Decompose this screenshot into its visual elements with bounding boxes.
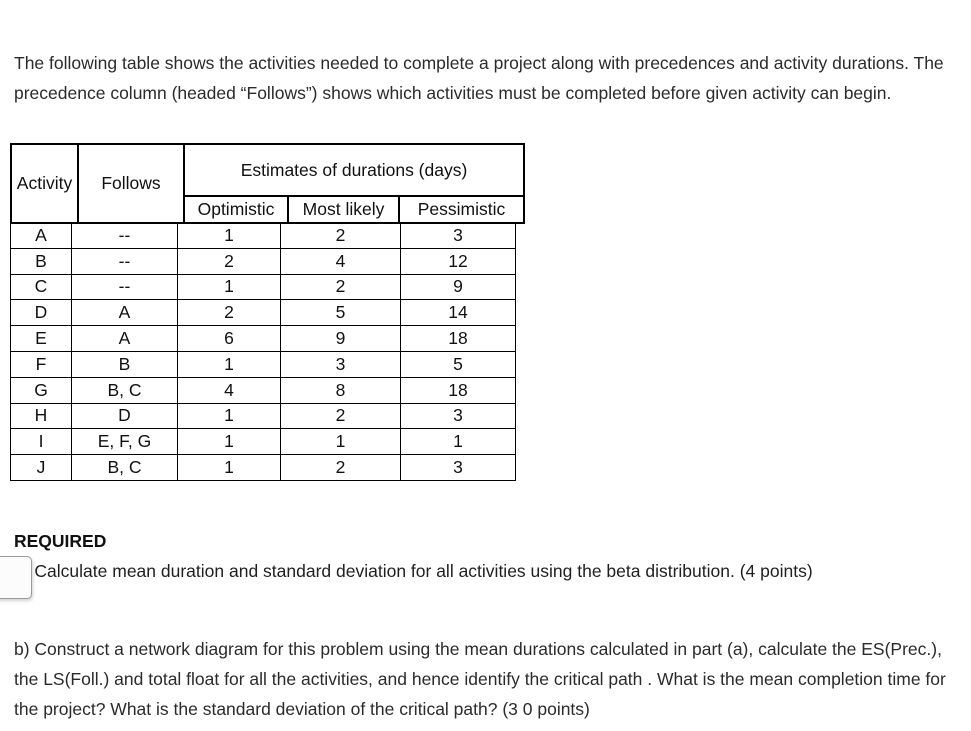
cell-most-likely: 5 [280,299,401,327]
cell-most-likely: 1 [280,428,401,456]
cell-activity: C [10,273,72,301]
cell-most-likely: 2 [280,273,401,301]
activities-table: Activity Follows Estimates of durations … [10,143,525,481]
table-row: A -- 1 2 3 [10,222,516,249]
cell-optimistic: 1 [177,454,281,481]
cell-optimistic: 1 [177,428,281,456]
cell-activity: E [10,325,72,352]
cell-optimistic: 1 [177,273,281,301]
table-row: H D 1 2 3 [10,402,516,430]
question-part-b: b) Construct a network diagram for this … [14,638,946,719]
cell-optimistic: 1 [177,222,281,249]
col-header-activity: Activity [10,143,79,224]
cell-follows: -- [71,222,178,249]
cell-follows: D [71,402,178,430]
table-row: C -- 1 2 9 [10,273,516,301]
cell-optimistic: 2 [177,247,281,275]
cell-pessimistic: 12 [400,247,516,275]
activities-table-header: Activity Follows Estimates of durations … [10,143,525,224]
cell-pessimistic: 3 [400,454,516,481]
cell-follows: A [71,299,178,327]
col-header-most-likely: Most likely [287,195,400,224]
cell-follows: B [71,350,178,378]
cell-activity: G [10,376,72,404]
required-section: REQUIRED a) Calculate mean duration and … [14,526,964,586]
cell-optimistic: 4 [177,376,281,404]
intro-paragraph: The following table shows the activities… [14,52,944,103]
table-row: G B, C 4 8 18 [10,376,516,404]
cell-activity: A [10,222,72,249]
cell-pessimistic: 5 [400,350,516,378]
cell-pessimistic: 18 [400,325,516,352]
cell-most-likely: 4 [280,247,401,275]
cell-follows: B, C [71,376,178,404]
partial-popup-box[interactable] [0,556,32,599]
cell-pessimistic: 1 [400,428,516,456]
cell-pessimistic: 9 [400,273,516,301]
cell-activity: F [10,350,72,378]
cell-most-likely: 2 [280,402,401,430]
col-header-pessimistic: Pessimistic [398,195,525,224]
cell-optimistic: 1 [177,350,281,378]
table-row: F B 1 3 5 [10,350,516,378]
cell-activity: I [10,428,72,456]
cell-pessimistic: 14 [400,299,516,327]
cell-follows: E, F, G [71,428,178,456]
col-header-optimistic: Optimistic [183,195,289,224]
cell-most-likely: 9 [280,325,401,352]
cell-follows: B, C [71,454,178,481]
table-row: B -- 2 4 12 [10,247,516,275]
cell-most-likely: 2 [280,222,401,249]
cell-pessimistic: 3 [400,402,516,430]
cell-activity: B [10,247,72,275]
cell-activity: H [10,402,72,430]
required-heading: REQUIRED [14,531,107,551]
cell-pessimistic: 18 [400,376,516,404]
table-row: J B, C 1 2 3 [10,454,516,481]
cell-follows: -- [71,273,178,301]
table-row: E A 6 9 18 [10,325,516,352]
cell-most-likely: 2 [280,454,401,481]
cell-most-likely: 8 [280,376,401,404]
activities-table-body: A -- 1 2 3 B -- 2 4 12 C -- 1 2 9 D [10,222,516,481]
cell-activity: J [10,454,72,481]
cell-pessimistic: 3 [400,222,516,249]
cell-optimistic: 2 [177,299,281,327]
cell-follows: -- [71,247,178,275]
cell-activity: D [10,299,72,327]
cell-optimistic: 6 [177,325,281,352]
table-row: D A 2 5 14 [10,299,516,327]
col-header-follows: Follows [77,143,185,224]
cell-optimistic: 1 [177,402,281,430]
cell-follows: A [71,325,178,352]
question-part-a: a) Calculate mean duration and standard … [14,561,813,581]
cell-most-likely: 3 [280,350,401,378]
col-header-estimates: Estimates of durations (days) [183,143,525,197]
table-row: I E, F, G 1 1 1 [10,428,516,456]
